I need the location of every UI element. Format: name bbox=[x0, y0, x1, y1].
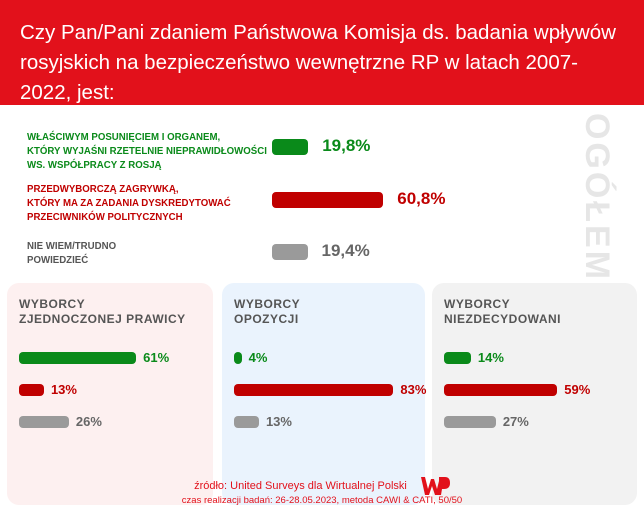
value-label-group: 4% bbox=[248, 350, 268, 365]
group-panel: WYBORCY ZJEDNOCZONEJ PRAWICY 61% 13% 26% bbox=[7, 283, 213, 505]
value-label-overall: 19,8% bbox=[322, 136, 371, 155]
option-label-line: WS. WSPÓŁPRACY Z ROSJĄ bbox=[27, 159, 162, 171]
side-label: OGÓŁEM bbox=[572, 112, 622, 281]
option-label: PRZEDWYBORCZĄ ZAGRYWKĄ, KTÓRY MA ZA ZADAN… bbox=[27, 182, 231, 224]
group-title-line: OPOZYCJI bbox=[234, 312, 299, 326]
bar-group bbox=[444, 384, 558, 396]
option-label-line: WŁAŚCIWYM POSUNIĘCIEM I ORGANEM, bbox=[27, 131, 221, 143]
option-label-line: NIE WIEM/TRUDNO bbox=[27, 240, 117, 252]
group-title: WYBORCY OPOZYCJI bbox=[234, 297, 300, 327]
wp-logo bbox=[420, 477, 450, 495]
bar-group bbox=[444, 416, 496, 428]
bar-group bbox=[234, 352, 242, 364]
group-title-line: WYBORCY bbox=[19, 297, 86, 311]
group-title: WYBORCY NIEZDECYDOWANI bbox=[444, 297, 561, 327]
option-label: NIE WIEM/TRUDNO POWIEDZIEĆ bbox=[27, 239, 116, 267]
group-panel: WYBORCY NIEZDECYDOWANI 14% 59% 27% bbox=[432, 283, 637, 505]
option-label: WŁAŚCIWYM POSUNIĘCIEM I ORGANEM, KTÓRY WY… bbox=[27, 130, 267, 172]
value-label-group: 27% bbox=[502, 414, 529, 429]
value-label-group: 61% bbox=[143, 350, 170, 365]
bar-group bbox=[19, 384, 44, 396]
value-label-group: 13% bbox=[265, 414, 292, 429]
option-label-line: PRZECIWNIKÓW POLITYCZNYCH bbox=[27, 211, 183, 223]
bar-group bbox=[234, 416, 259, 428]
bar-overall bbox=[272, 139, 309, 155]
group-title-line: NIEZDECYDOWANI bbox=[444, 312, 562, 326]
option-label-line: KTÓRY MA ZA ZADANIA DYSKREDYTOWAĆ bbox=[27, 197, 231, 209]
source-line: źródło: United Surveys dla Wirtualnej Po… bbox=[0, 475, 644, 497]
option-label-line: PRZEDWYBORCZĄ ZAGRYWKĄ, bbox=[27, 183, 179, 195]
bar-group bbox=[234, 384, 394, 396]
bar-group bbox=[19, 416, 69, 428]
group-title-line: ZJEDNOCZONEJ PRAWICY bbox=[19, 312, 186, 326]
bar-group bbox=[444, 352, 471, 364]
value-label-group: 59% bbox=[564, 382, 591, 397]
value-label-group: 26% bbox=[75, 414, 102, 429]
details-line: czas realizacji badań: 26-28.05.2023, me… bbox=[181, 495, 463, 506]
bar-group bbox=[19, 352, 137, 364]
option-label-line: POWIEDZIEĆ bbox=[27, 254, 89, 266]
value-label-overall: 19,4% bbox=[321, 241, 370, 260]
group-title: WYBORCY ZJEDNOCZONEJ PRAWICY bbox=[19, 297, 186, 327]
value-label-overall: 60,8% bbox=[397, 189, 446, 208]
group-title-line: WYBORCY bbox=[444, 297, 511, 311]
group-panel: WYBORCY OPOZYCJI 4% 83% 13% bbox=[222, 283, 427, 505]
option-label-line: KTÓRY WYJAŚNI RZETELNIE NIEPRAWIDŁOWOŚCI bbox=[27, 145, 267, 157]
chart-title: Czy Pan/Pani zdaniem Państwowa Komisja d… bbox=[0, 0, 644, 105]
value-label-group: 13% bbox=[50, 382, 77, 397]
value-label-group: 83% bbox=[400, 382, 427, 397]
bar-overall bbox=[272, 192, 384, 208]
bar-overall bbox=[272, 244, 308, 260]
source-text: źródło: United Surveys dla Wirtualnej Po… bbox=[194, 479, 407, 492]
side-label-text: OGÓŁEM bbox=[578, 112, 617, 282]
value-label-group: 14% bbox=[477, 350, 504, 365]
group-title-line: WYBORCY bbox=[234, 297, 301, 311]
